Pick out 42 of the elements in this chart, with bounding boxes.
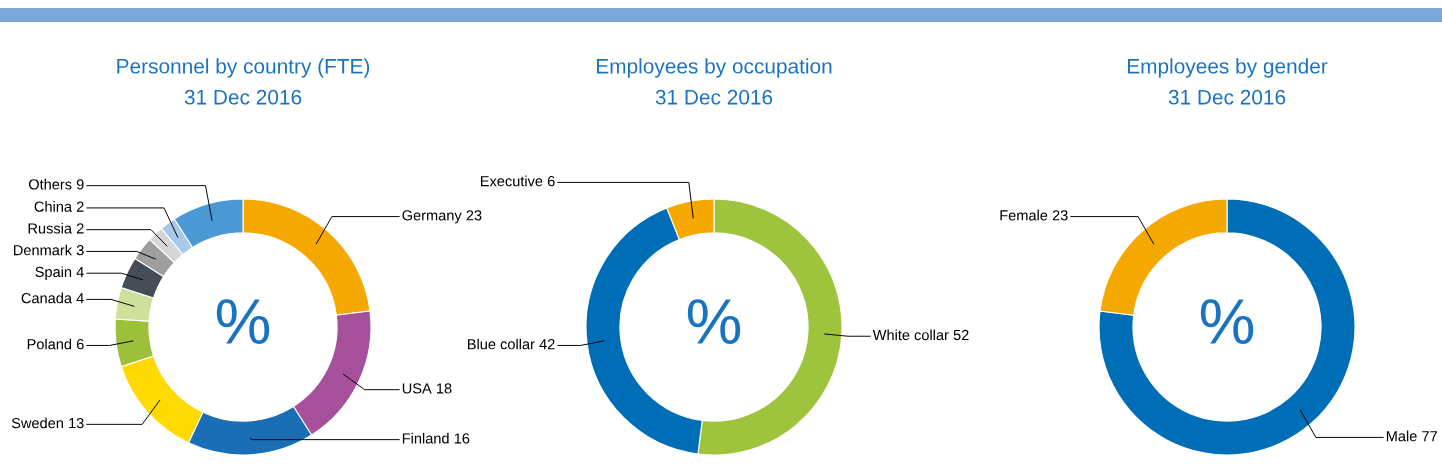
data-label: 6 xyxy=(76,339,84,350)
data-label: 42 xyxy=(539,339,555,350)
slice-label: Finland xyxy=(402,432,449,444)
text: % xyxy=(216,299,270,344)
slice-label: Poland xyxy=(27,338,72,350)
chart-subtitle: 31 Dec 2016 xyxy=(655,89,773,105)
slice-label: Executive xyxy=(480,175,543,187)
slice-label: Germany xyxy=(402,210,462,224)
slice-label: Russia xyxy=(28,222,72,234)
slice-label: Female xyxy=(1000,209,1048,221)
chart-subtitle: 31 Dec 2016 xyxy=(1168,89,1286,105)
data-label: 2 xyxy=(76,223,84,234)
text: % xyxy=(1200,299,1254,344)
slice-label: Sweden xyxy=(11,417,63,429)
data-label: 3 xyxy=(76,245,84,256)
slice-label: Others xyxy=(28,178,72,190)
slice-label: China xyxy=(34,201,72,212)
slice-label: Male xyxy=(1386,430,1417,442)
slice-label: White collar xyxy=(872,329,949,341)
chart-title: Personnel by country (FTE) xyxy=(117,58,370,78)
data-label: 9 xyxy=(76,179,84,190)
data-label: 23 xyxy=(1052,210,1068,221)
data-label: 4 xyxy=(76,293,84,304)
data-label: 18 xyxy=(436,383,452,394)
data-label: 2 xyxy=(76,201,84,212)
chart-subtitle: 31 Dec 2016 xyxy=(184,89,302,105)
chart-title: Employees by occupation xyxy=(597,58,832,78)
data-label: 52 xyxy=(953,329,969,341)
slice-label: USA xyxy=(402,383,432,394)
data-label: 77 xyxy=(1422,431,1437,442)
slice-label: Spain xyxy=(35,266,72,280)
slice-label: Canada xyxy=(21,292,73,304)
donut-slice xyxy=(1098,198,1356,456)
slice-label: Denmark xyxy=(14,244,73,256)
data-label: 13 xyxy=(69,417,84,429)
data-label: 16 xyxy=(454,433,470,444)
chart-title: Employees by gender xyxy=(1127,58,1328,78)
text: % xyxy=(687,299,741,344)
slice-label: Blue collar xyxy=(468,338,535,350)
data-label: 4 xyxy=(76,266,84,277)
data-label: 23 xyxy=(466,210,482,221)
data-label: 6 xyxy=(547,176,555,187)
